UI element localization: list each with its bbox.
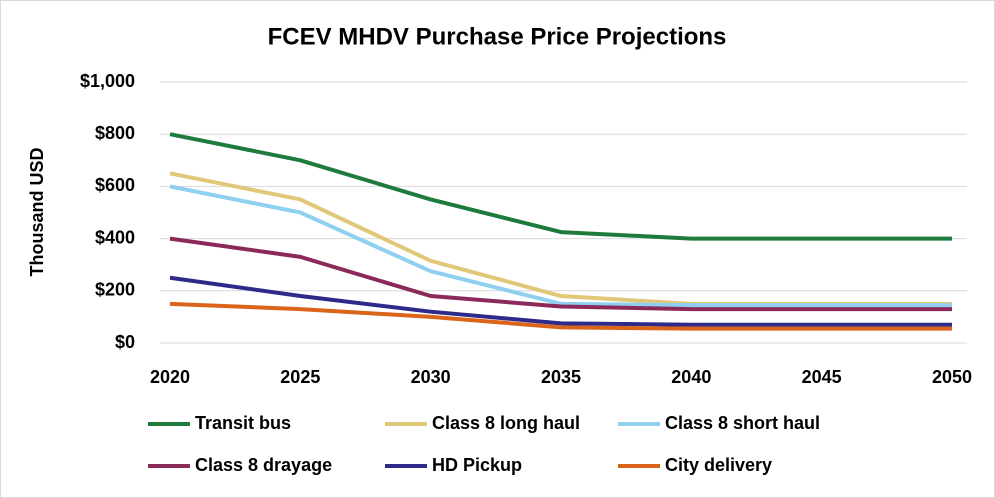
legend-label: Class 8 drayage bbox=[195, 455, 332, 475]
y-tick-label: $600 bbox=[95, 175, 135, 195]
y-tick-label: $800 bbox=[95, 123, 135, 143]
x-tick-label: 2045 bbox=[802, 367, 842, 387]
legend-label: HD Pickup bbox=[432, 455, 522, 475]
series-line bbox=[169, 275, 952, 327]
series-line bbox=[169, 132, 952, 241]
legend-label: City delivery bbox=[665, 455, 772, 475]
y-axis-label: Thousand USD bbox=[27, 148, 47, 277]
x-tick-label: 2050 bbox=[932, 367, 972, 387]
x-tick-label: 2040 bbox=[671, 367, 711, 387]
legend-label: Class 8 long haul bbox=[432, 413, 580, 433]
y-tick-label: $200 bbox=[95, 280, 135, 300]
legend-label: Class 8 short haul bbox=[665, 413, 820, 433]
x-tick-label: 2035 bbox=[541, 367, 581, 387]
legend-label: Transit bus bbox=[195, 413, 291, 433]
series-line bbox=[169, 301, 952, 331]
series-line bbox=[169, 236, 952, 312]
y-tick-label: $1,000 bbox=[80, 71, 135, 91]
x-tick-label: 2030 bbox=[411, 367, 451, 387]
x-tick-label: 2025 bbox=[280, 367, 320, 387]
series-line bbox=[169, 184, 952, 308]
y-tick-label: $400 bbox=[95, 227, 135, 247]
chart-title: FCEV MHDV Purchase Price Projections bbox=[268, 23, 727, 50]
y-tick-label: $0 bbox=[115, 332, 135, 352]
x-tick-label: 2020 bbox=[150, 367, 190, 387]
